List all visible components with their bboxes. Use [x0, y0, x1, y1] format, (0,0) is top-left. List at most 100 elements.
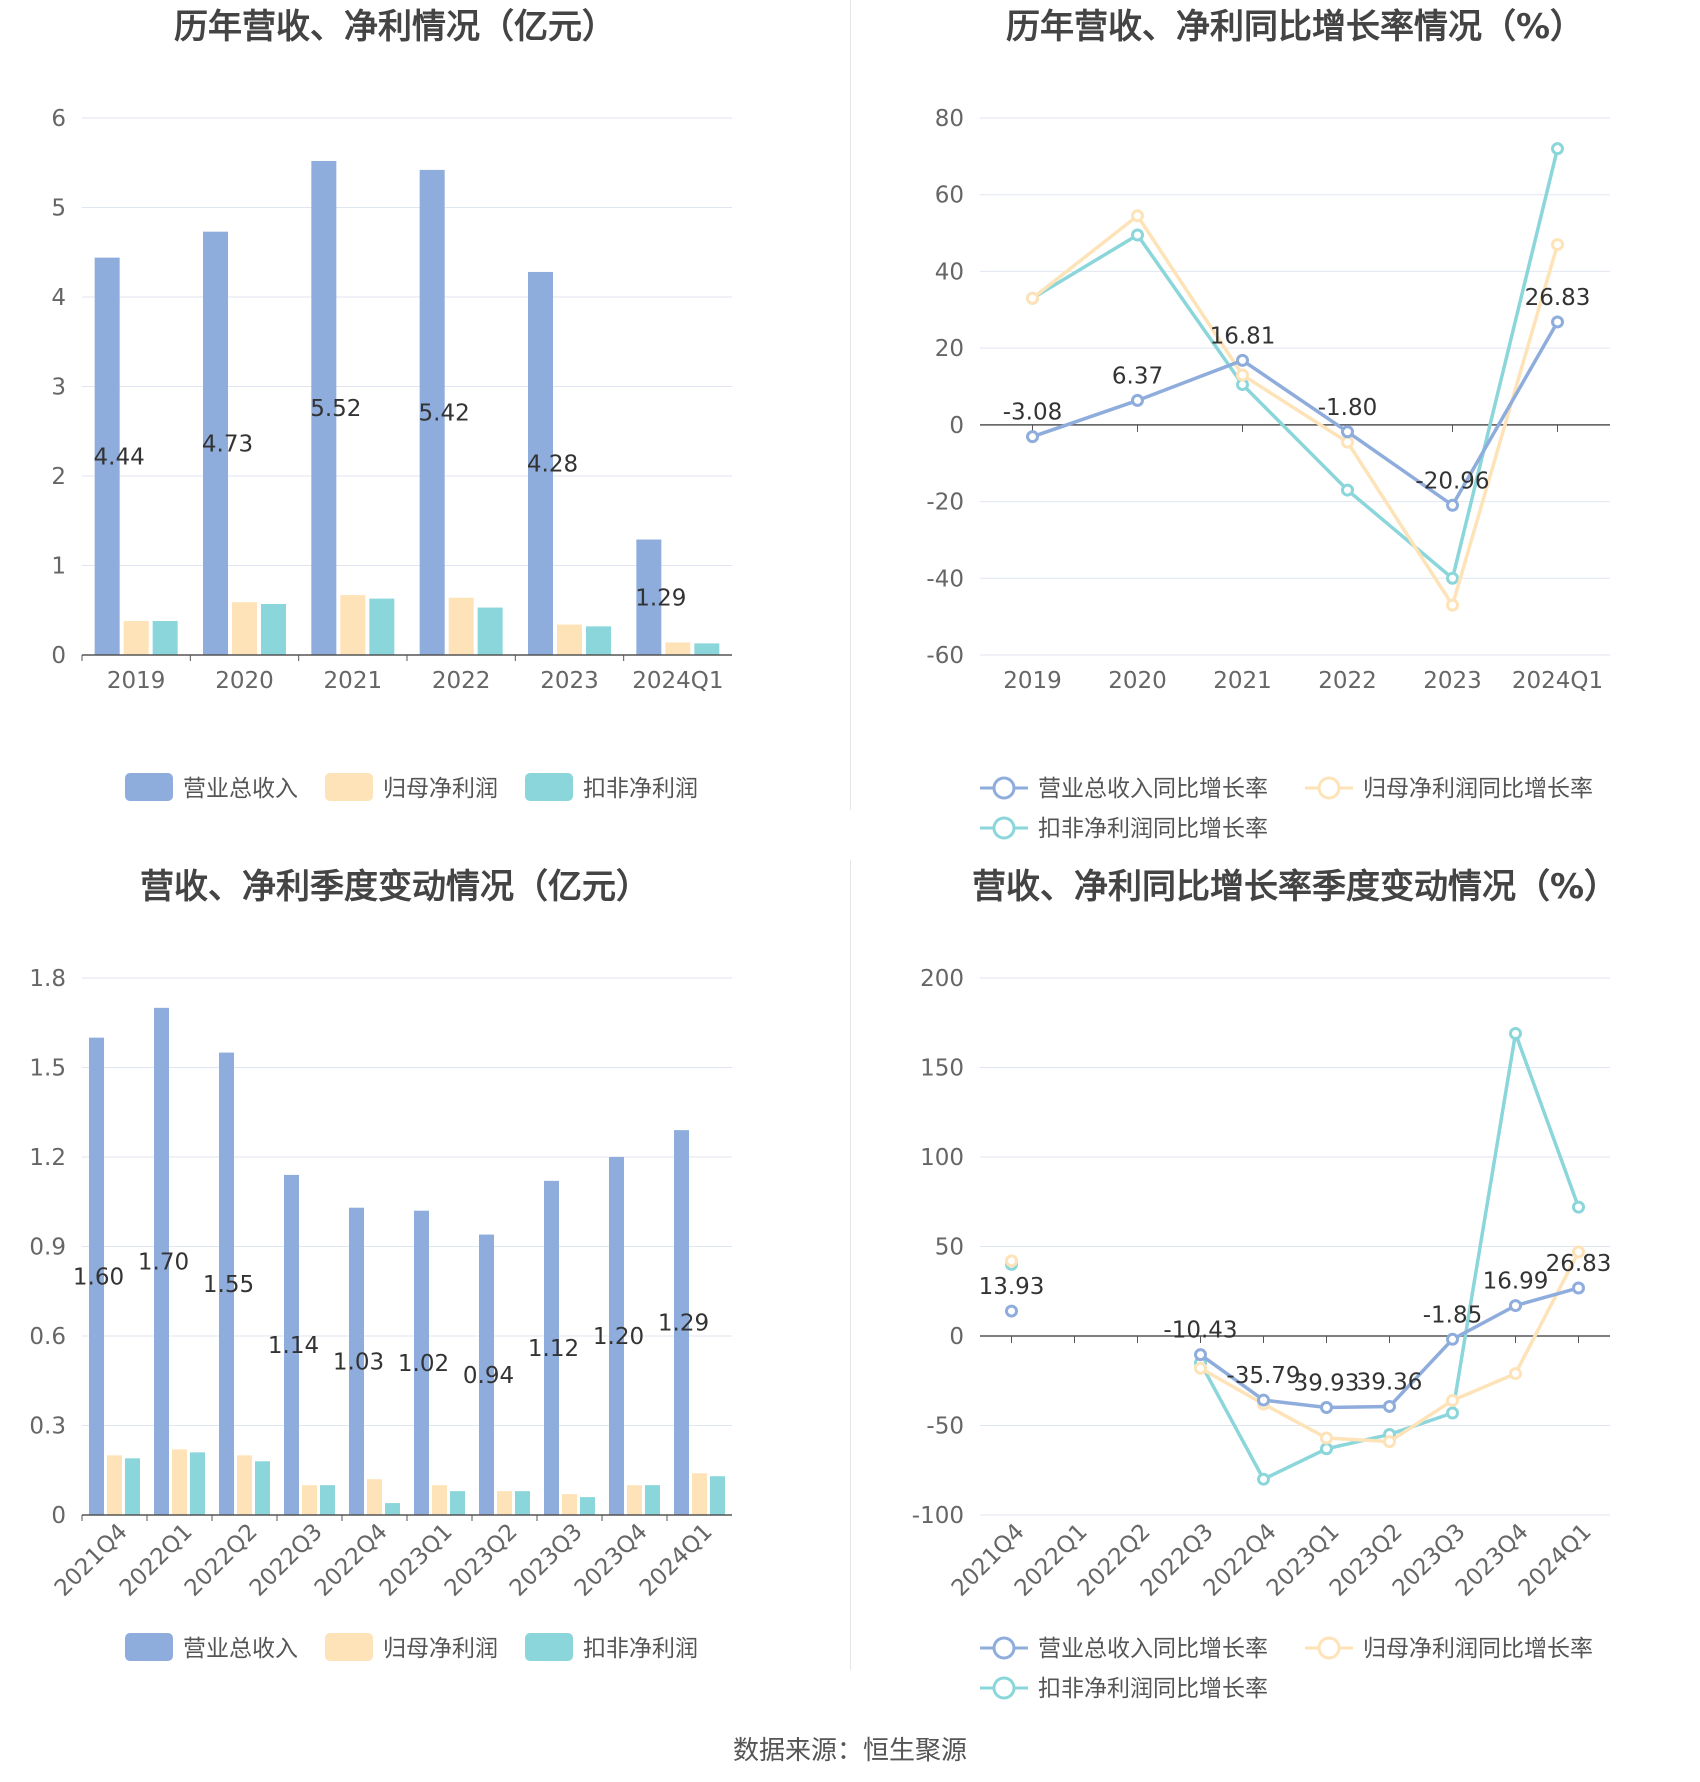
- y-tick-label: 80: [935, 106, 964, 132]
- data-point: [1572, 1200, 1585, 1214]
- y-tick-label: 0: [51, 1503, 66, 1529]
- data-label: -3.08: [1003, 400, 1063, 426]
- y-tick-label: -50: [926, 1414, 964, 1440]
- x-tick-label: 2019: [107, 668, 166, 694]
- data-source-note: 数据来源：恒生聚源: [732, 1736, 967, 1766]
- data-point: [1551, 142, 1564, 156]
- bar: [645, 1485, 660, 1515]
- y-tick-label: 150: [920, 1056, 964, 1082]
- data-label: 1.02: [398, 1351, 449, 1377]
- data-point: [1509, 1299, 1522, 1313]
- bar: [320, 1485, 335, 1515]
- bar: [311, 160, 337, 655]
- legend-label: 营业总收入同比增长率: [1038, 1636, 1268, 1662]
- legend-swatch: [525, 773, 573, 801]
- data-point: [1383, 1399, 1396, 1413]
- legend-swatch: [325, 1633, 373, 1661]
- bar: [154, 1007, 169, 1515]
- y-tick-label: -20: [926, 490, 964, 516]
- y-tick-label: 0.3: [29, 1414, 66, 1440]
- data-point: [1194, 1361, 1207, 1375]
- data-point: [1383, 1435, 1396, 1449]
- legend-swatch: [525, 1633, 573, 1661]
- legend-swatch: [125, 1633, 173, 1661]
- bar: [432, 1485, 447, 1515]
- legend-label: 扣非净利润: [583, 776, 698, 802]
- bar: [89, 1037, 104, 1515]
- bar: [340, 595, 366, 655]
- data-label: -20.96: [1415, 468, 1489, 494]
- x-tick-label: 2023: [1423, 668, 1482, 694]
- data-point: [1341, 425, 1354, 439]
- bar: [172, 1449, 187, 1515]
- y-tick-label: 0: [949, 1324, 964, 1350]
- data-label: 26.83: [1546, 1251, 1612, 1277]
- chart-title: 历年营收、净利情况（亿元）: [174, 7, 616, 47]
- bar: [419, 169, 445, 655]
- bar: [152, 620, 178, 655]
- y-tick-label: 1.8: [29, 966, 66, 992]
- annual-growth-rate-line-chart: 历年营收、净利同比增长率情况（%） -60 -40 -20 0 20 40 60 80 2019 2…: [926, 7, 1610, 842]
- x-tick-label: 2022: [1318, 668, 1377, 694]
- x-tick-label: 2021: [324, 668, 383, 694]
- divider-top: [850, 0, 851, 810]
- bar: [203, 231, 228, 656]
- bar: [219, 1052, 234, 1515]
- legend-label: 归母净利润: [383, 776, 498, 802]
- divider-bottom: [850, 860, 851, 1670]
- bar: [302, 1485, 317, 1515]
- bar: [369, 598, 395, 655]
- y-tick-label: 40: [935, 259, 964, 285]
- legend-label: 扣非净利润: [583, 1636, 698, 1662]
- data-point: [1320, 1442, 1333, 1456]
- bar: [349, 1207, 364, 1515]
- data-point: [1005, 1304, 1018, 1318]
- y-tick-label: 0: [949, 413, 964, 439]
- data-point: [1341, 435, 1354, 449]
- bar: [557, 624, 582, 655]
- quarterly-revenue-profit-bar-chart: 营收、净利季度变动情况（亿元） 0 0.3 0.6 0.9 1.2 1.5 1.8 1.60 20…: [29, 867, 732, 1662]
- x-tick-label: 2021: [1213, 668, 1272, 694]
- y-tick-label: 3: [51, 375, 66, 401]
- data-label: 16.99: [1483, 1269, 1549, 1295]
- data-point: [1446, 1393, 1459, 1407]
- bar: [710, 1476, 725, 1515]
- data-point: [1551, 238, 1564, 252]
- chart-title: 历年营收、净利同比增长率情况（%）: [1006, 7, 1584, 47]
- data-point: [1446, 598, 1459, 612]
- bar: [674, 1130, 689, 1515]
- y-tick-label: -40: [926, 566, 964, 592]
- data-label: 1.12: [528, 1336, 579, 1362]
- bar: [190, 1452, 205, 1515]
- legend-swatch: [325, 773, 373, 801]
- bar: [414, 1210, 429, 1515]
- data-label: 39.93: [1294, 1370, 1360, 1396]
- data-label: 5.52: [310, 396, 361, 422]
- data-label: -35.79: [1226, 1363, 1300, 1389]
- bar: [123, 620, 149, 655]
- legend-label: 归母净利润同比增长率: [1363, 1636, 1593, 1662]
- data-point: [1572, 1245, 1585, 1259]
- data-point: [1005, 1254, 1018, 1268]
- legend-marker: [1317, 776, 1341, 800]
- data-point: [1131, 393, 1144, 407]
- bar: [284, 1174, 299, 1515]
- x-tick-label: 2020: [1108, 668, 1167, 694]
- data-label: 26.83: [1525, 285, 1591, 311]
- legend-label: 扣非净利润同比增长率: [1038, 1676, 1268, 1702]
- data-label: 1.20: [593, 1324, 644, 1350]
- data-label: 0.94: [463, 1363, 514, 1389]
- bar: [479, 1234, 494, 1515]
- bar: [528, 271, 553, 655]
- legend-marker: [992, 1636, 1016, 1660]
- bar: [94, 257, 120, 655]
- y-tick-label: 5: [51, 196, 66, 222]
- data-point: [1509, 1367, 1522, 1381]
- data-point: [1551, 315, 1564, 329]
- x-tick-label: 2022: [432, 668, 491, 694]
- data-label: 4.44: [94, 444, 145, 470]
- data-point: [1446, 571, 1459, 585]
- bar: [448, 597, 474, 655]
- data-label: 1.14: [268, 1333, 319, 1359]
- legend-label: 营业总收入: [183, 1636, 298, 1662]
